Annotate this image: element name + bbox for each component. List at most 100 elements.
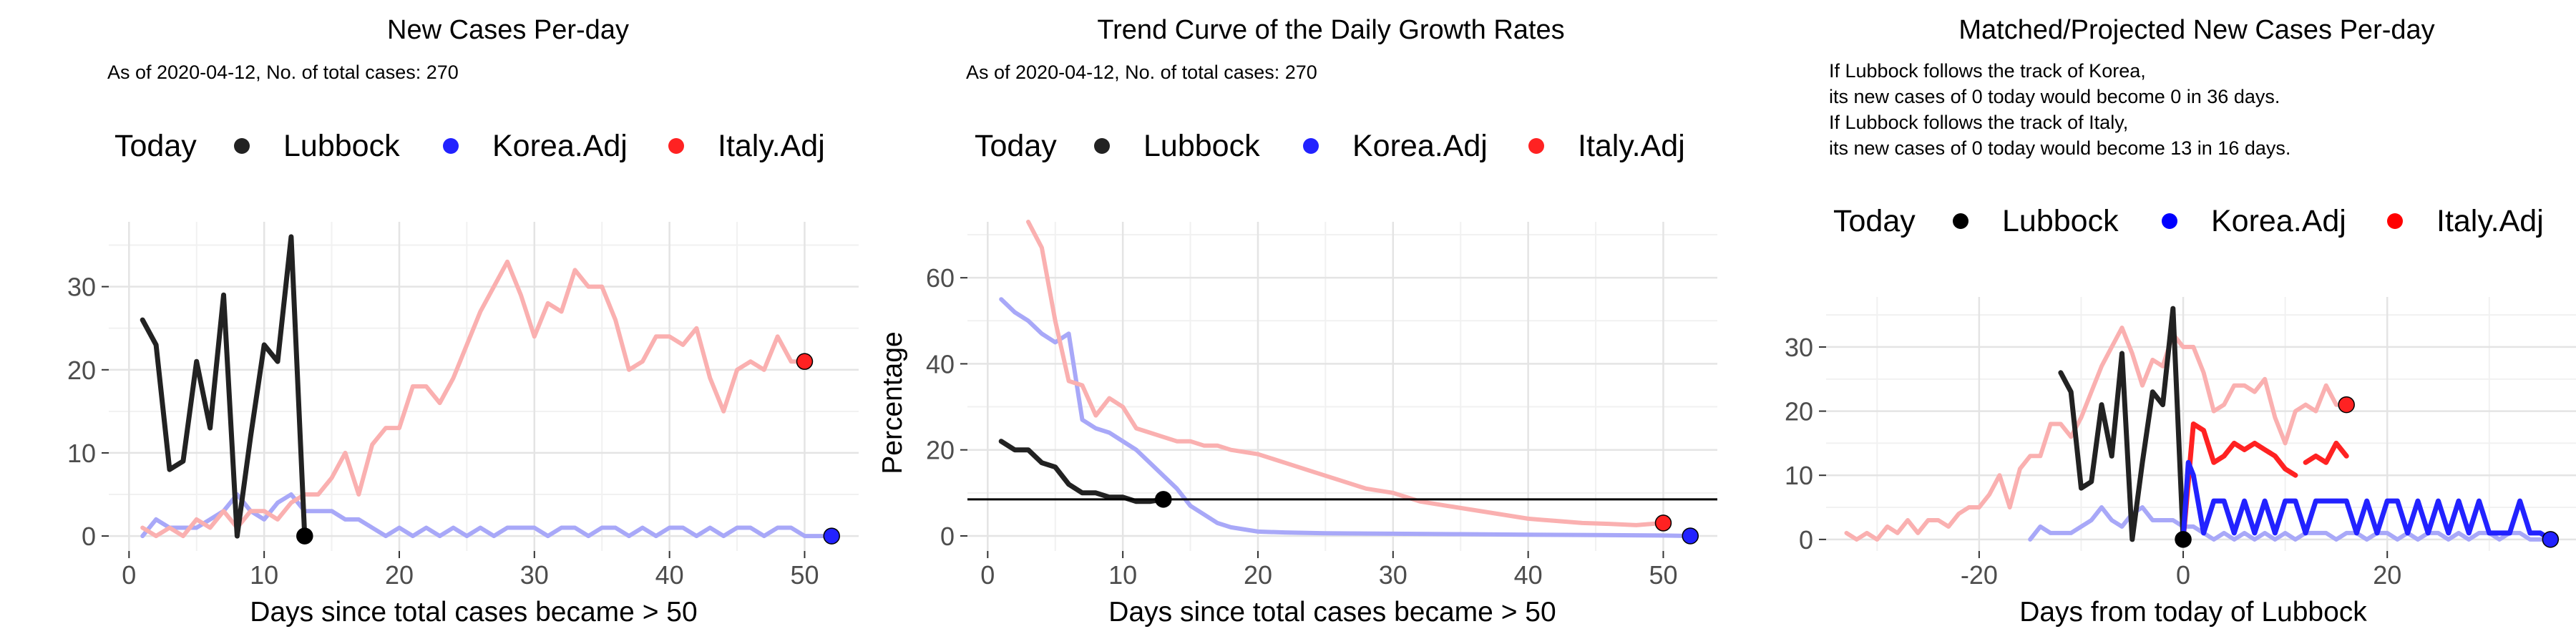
legend-korea-label: Korea.Adj bbox=[492, 129, 628, 163]
panel-3-series bbox=[1844, 306, 2553, 542]
panel-1-x-ticks: 0 10 20 30 40 50 bbox=[122, 551, 819, 590]
panel-1-plot-area: 0 10 20 30 40 50 0 10 20 30 bbox=[67, 222, 859, 590]
legend-italy-label: Italy.Adj bbox=[2436, 204, 2544, 238]
today-point-korea bbox=[823, 527, 840, 545]
x-tick-label: 20 bbox=[1244, 560, 1272, 590]
y-tick-label: 0 bbox=[82, 522, 96, 551]
series-line-italy bbox=[2180, 421, 2349, 542]
legend-italy-marker bbox=[1528, 138, 1544, 154]
panel-3-legend: Today Lubbock Korea.Adj Italy.Adj bbox=[1833, 204, 2544, 238]
y-tick-label: 20 bbox=[67, 356, 96, 385]
panel-3-today-points bbox=[2175, 396, 2560, 548]
panel-3-subtitle-line: If Lubbock follows the track of Italy, bbox=[1829, 112, 2128, 133]
legend-italy-marker bbox=[668, 138, 684, 154]
series-line-korea bbox=[999, 297, 1693, 538]
panel-1-y-ticks: 0 10 20 30 bbox=[67, 273, 109, 551]
today-point-italy bbox=[1654, 514, 1672, 532]
y-tick-label: 30 bbox=[1785, 333, 1813, 362]
x-tick-label: 40 bbox=[1514, 560, 1543, 590]
today-point-italy bbox=[796, 353, 814, 370]
x-tick-label: 40 bbox=[655, 560, 684, 590]
y-tick-label: 20 bbox=[926, 436, 955, 465]
x-tick-label: 0 bbox=[980, 560, 995, 590]
panel-3-y-ticks: 0 10 20 30 bbox=[1785, 333, 1826, 555]
series-line-korea bbox=[2028, 505, 2553, 542]
panel-3-plot-area: -20 0 20 0 10 20 30 bbox=[1785, 297, 2576, 590]
legend-korea-label: Korea.Adj bbox=[2211, 204, 2346, 238]
panel-1-subtitle: As of 2020-04-12, No. of total cases: 27… bbox=[107, 62, 459, 83]
x-tick-label: 0 bbox=[122, 560, 136, 590]
legend-korea-label: Korea.Adj bbox=[1352, 129, 1488, 163]
y-tick-label: 0 bbox=[1799, 525, 1813, 555]
panel-1-legend: Today Lubbock Korea.Adj Italy.Adj bbox=[114, 129, 825, 163]
x-tick-label: 20 bbox=[385, 560, 414, 590]
panel-2-y-ticks: 0 20 40 60 bbox=[926, 263, 967, 551]
x-tick-label: 10 bbox=[1108, 560, 1137, 590]
panel-growth-rates: Trend Curve of the Daily Growth Rates As… bbox=[877, 15, 1717, 628]
legend-lubbock-marker bbox=[1094, 138, 1110, 154]
panel-1-title: New Cases Per-day bbox=[387, 15, 629, 45]
panel-2-legend: Today Lubbock Korea.Adj Italy.Adj bbox=[975, 129, 1685, 163]
legend-today-label: Today bbox=[975, 129, 1057, 163]
y-tick-label: 20 bbox=[1785, 397, 1813, 426]
y-tick-label: 0 bbox=[940, 522, 955, 551]
x-tick-label: 20 bbox=[2373, 560, 2401, 590]
today-point-lubbock bbox=[1155, 491, 1172, 508]
legend-lubbock-marker bbox=[234, 138, 250, 154]
today-point-lubbock bbox=[2175, 531, 2192, 548]
panel-3-x-ticks: -20 0 20 bbox=[1961, 551, 2401, 590]
series-line-lubbock bbox=[2058, 306, 2186, 542]
x-tick-label: 30 bbox=[520, 560, 549, 590]
today-point-italy bbox=[2338, 396, 2355, 414]
legend-korea-marker bbox=[2162, 213, 2177, 229]
panel-2-today-points bbox=[1155, 491, 1699, 545]
x-tick-label: 30 bbox=[1379, 560, 1407, 590]
series-line-korea bbox=[2180, 459, 2553, 542]
x-tick-label: 50 bbox=[790, 560, 819, 590]
x-tick-label: 50 bbox=[1649, 560, 1677, 590]
legend-korea-marker bbox=[443, 138, 459, 154]
panel-3-subtitle: If Lubbock follows the track of Korea, i… bbox=[1829, 60, 2290, 159]
legend-today-label: Today bbox=[1833, 204, 1916, 238]
y-tick-label: 10 bbox=[67, 439, 96, 468]
legend-today-label: Today bbox=[114, 129, 197, 163]
legend-italy-label: Italy.Adj bbox=[718, 129, 825, 163]
panel-2-y-axis-label: Percentage bbox=[877, 331, 908, 474]
x-tick-label: -20 bbox=[1961, 560, 1998, 590]
panel-2-series bbox=[998, 220, 1693, 538]
panel-new-cases: New Cases Per-day As of 2020-04-12, No. … bbox=[67, 15, 859, 628]
legend-italy-marker bbox=[2387, 213, 2403, 229]
x-tick-label: 0 bbox=[2176, 560, 2190, 590]
x-tick-label: 10 bbox=[250, 560, 278, 590]
today-point-lubbock bbox=[296, 527, 313, 545]
legend-lubbock-label: Lubbock bbox=[283, 129, 400, 163]
panel-1-today-points bbox=[296, 353, 840, 545]
series-line-italy bbox=[140, 259, 807, 539]
panel-3-subtitle-line: its new cases of 0 today would become 13… bbox=[1829, 137, 2290, 159]
panel-3-subtitle-line: its new cases of 0 today would become 0 … bbox=[1829, 86, 2280, 107]
series-line-lubbock bbox=[998, 439, 1166, 504]
legend-italy-label: Italy.Adj bbox=[1578, 129, 1685, 163]
legend-lubbock-label: Lubbock bbox=[1143, 129, 1260, 163]
y-tick-label: 30 bbox=[67, 273, 96, 302]
today-point-korea bbox=[2542, 531, 2560, 548]
series-line-lubbock bbox=[140, 234, 308, 539]
panel-3-x-axis-label: Days from today of Lubbock bbox=[2019, 597, 2367, 628]
panel-1-x-axis-label: Days since total cases became > 50 bbox=[250, 597, 697, 628]
y-tick-label: 60 bbox=[926, 263, 955, 293]
panel-2-x-ticks: 0 10 20 30 40 50 bbox=[980, 551, 1677, 590]
today-point-korea bbox=[1682, 527, 1699, 545]
legend-korea-marker bbox=[1303, 138, 1319, 154]
panel-2-subtitle: As of 2020-04-12, No. of total cases: 27… bbox=[966, 62, 1317, 83]
panel-3-title: Matched/Projected New Cases Per-day bbox=[1958, 15, 2434, 45]
legend-lubbock-marker bbox=[1953, 213, 1968, 229]
legend-lubbock-label: Lubbock bbox=[2002, 204, 2119, 238]
series-line-korea bbox=[140, 492, 834, 539]
series-line-italy bbox=[1844, 326, 2349, 542]
panel-3-subtitle-line: If Lubbock follows the track of Korea, bbox=[1829, 60, 2146, 82]
panel-projected: Matched/Projected New Cases Per-day If L… bbox=[1785, 15, 2576, 628]
panel-2-title: Trend Curve of the Daily Growth Rates bbox=[1097, 15, 1564, 45]
series-line-italy bbox=[1026, 220, 1666, 527]
y-tick-label: 40 bbox=[926, 349, 955, 379]
